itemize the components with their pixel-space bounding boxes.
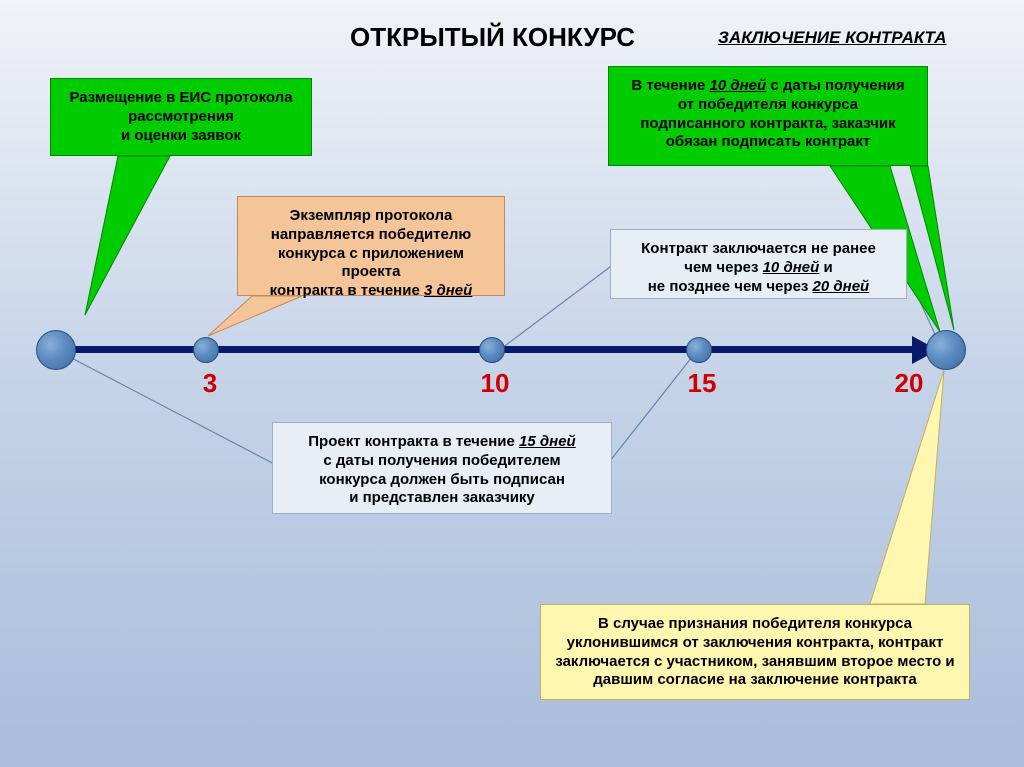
text-line: давшим согласие на заключение контракта (593, 671, 916, 688)
text-line: рассмотрения (128, 108, 234, 125)
text-underline: 3 дней (424, 282, 472, 299)
text-line: Экземпляр протокола (290, 207, 453, 224)
text-underline: 20 дней (813, 278, 870, 295)
callout-tail-orange (208, 296, 302, 336)
text-line: Размещение в ЕИС протокола (69, 89, 292, 106)
callout-draft-contract: Проект контракта в течение 15 дней с дат… (272, 422, 612, 514)
text-line: подписанного контракта, заказчик (640, 115, 895, 132)
callout-customer-sign: В течение 10 дней с даты получения от по… (608, 66, 928, 166)
callout-evader: В случае признания победителя конкурса у… (540, 604, 970, 700)
text-line: контракта в течение (270, 282, 424, 299)
text-line: с даты получения (766, 77, 904, 94)
callout-tail-green1 (85, 156, 170, 315)
timeline-node-end (926, 330, 966, 370)
text-line: и (819, 259, 832, 276)
text-underline: 15 дней (519, 433, 576, 450)
text-line: и представлен заказчику (349, 489, 535, 506)
text-line: Контракт заключается не ранее (641, 240, 876, 257)
text-underline: 10 дней (709, 77, 766, 94)
tick-label-10: 10 (475, 368, 515, 399)
text-line: и оценки заявок (121, 127, 241, 144)
callout-eis-protocol: Размещение в ЕИС протокола рассмотрения … (50, 78, 312, 156)
tick-label-20: 20 (889, 368, 929, 399)
page-subtitle: ЗАКЛЮЧЕНИЕ КОНТРАКТА (718, 28, 947, 48)
text-line: конкурса с приложением проекта (278, 245, 464, 281)
callout-contract-window: Контракт заключается не ранее чем через … (610, 229, 907, 299)
text-line: чем через (684, 259, 762, 276)
text-line: не позднее чем через (648, 278, 813, 295)
connector-line (498, 264, 614, 351)
tick-label-3: 3 (195, 368, 225, 399)
text-line: от победителя конкурса (678, 96, 858, 113)
text-line: с даты получения победителем (323, 452, 560, 469)
text-line: Проект контракта в течение (308, 433, 519, 450)
text-line: направляется победителю (271, 226, 471, 243)
text-line: конкурса должен быть подписан (319, 471, 565, 488)
timeline-node-15 (686, 337, 712, 363)
text-line: заключается с участником, занявшим второ… (555, 653, 954, 670)
text-line: уклонившимся от заключения контракта, ко… (567, 634, 944, 651)
connector-line (606, 357, 692, 466)
tick-label-15: 15 (682, 368, 722, 399)
timeline-node-10 (479, 337, 505, 363)
timeline-node-start (36, 330, 76, 370)
connector-line (62, 353, 278, 466)
text-line: В случае признания победителя конкурса (598, 615, 912, 632)
text-line: В течение (631, 77, 709, 94)
connector-line (903, 264, 938, 341)
callout-tail-green2b (910, 166, 954, 330)
text-underline: 10 дней (763, 259, 820, 276)
callout-tail-yellow (870, 370, 944, 604)
text-line: обязан подписать контракт (666, 133, 870, 150)
callout-protocol-copy: Экземпляр протокола направляется победит… (237, 196, 505, 296)
page-title: ОТКРЫТЫЙ КОНКУРС (350, 22, 635, 53)
timeline-node-3 (193, 337, 219, 363)
